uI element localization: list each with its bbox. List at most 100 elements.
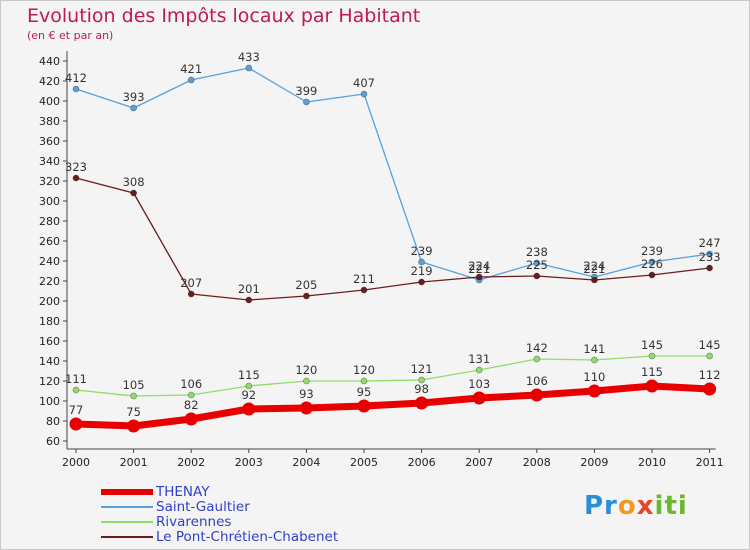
data-point [706,264,713,272]
data-label: 112 [699,368,721,382]
y-tick-label: 320 [39,175,60,188]
x-tick-label: 2008 [523,456,551,469]
series-line [72,382,714,430]
data-label: 75 [126,405,141,419]
x-tick-label: 2005 [350,456,378,469]
data-label: 77 [69,403,84,417]
data-label: 98 [414,382,429,396]
data-point [533,272,541,280]
data-point [242,402,256,416]
x-tick-label: 2007 [465,456,493,469]
data-label: 110 [583,370,605,384]
y-tick-label: 140 [39,355,60,368]
data-label: 106 [180,377,202,391]
data-label: 211 [353,272,375,286]
data-point [360,90,368,98]
y-tick-label: 400 [39,95,60,108]
data-label: 219 [411,264,433,278]
x-tick-label: 2004 [292,456,320,469]
data-label: 201 [238,282,260,296]
data-point [418,278,426,286]
data-label: 131 [468,352,490,366]
data-point [130,104,138,112]
data-point [530,388,544,402]
series-line [75,355,711,397]
y-tick-label: 80 [46,415,60,428]
data-label: 233 [699,250,721,264]
data-label: 115 [238,368,260,382]
data-label: 226 [641,257,663,271]
data-label: 141 [583,342,605,356]
data-point [72,174,80,182]
x-tick-label: 2009 [580,456,608,469]
y-tick-label: 420 [39,75,60,88]
data-label: 407 [353,76,375,90]
legend-item: Saint-Gaultier [101,500,421,515]
data-label: 95 [357,385,372,399]
chart-subtitle: (en € et par an) [27,29,114,42]
data-label: 121 [411,362,433,376]
x-tick-label: 2002 [177,456,205,469]
chart-title: Evolution des Impôts locaux par Habitant [27,5,421,27]
data-label: 224 [583,259,605,273]
data-point [706,250,713,258]
x-tick-label: 2003 [235,456,263,469]
data-point [302,292,310,300]
legend-swatch [101,489,153,495]
data-point [130,392,138,400]
y-tick-label: 220 [39,275,60,288]
legend-swatch [101,521,153,523]
data-point [69,417,83,431]
data-point [184,412,198,426]
data-label: 82 [184,398,199,412]
data-point [302,377,310,385]
data-label: 105 [123,378,145,392]
y-tick-label: 280 [39,215,60,228]
data-label: 111 [65,372,87,386]
y-tick-label: 440 [39,55,60,68]
data-point [587,384,601,398]
data-point [472,391,486,405]
y-tick-label: 120 [39,375,60,388]
data-label: 221 [468,262,490,276]
data-point [245,382,253,390]
data-label: 205 [295,278,317,292]
legend-item: THENAY [101,485,421,500]
legend: THENAY Saint-Gaultier Rivarennes Le Pont-Ch… [101,485,421,545]
data-point [187,290,195,298]
data-point [648,352,656,360]
data-label: 323 [65,160,87,174]
y-tick-label: 100 [39,395,60,408]
data-label: 103 [468,377,490,391]
x-tick-label: 2000 [62,456,90,469]
data-label: 207 [180,276,202,290]
y-tick-label: 300 [39,195,60,208]
data-label: 221 [583,262,605,276]
y-tick-label: 200 [39,295,60,308]
data-label: 247 [699,236,721,250]
data-point [475,273,483,281]
data-point [245,296,253,304]
data-label: 115 [641,365,663,379]
y-tick-label: 160 [39,335,60,348]
legend-swatch [101,536,153,538]
legend-item: Le Pont-Chrétien-Chabenet [101,530,421,545]
data-point [591,356,598,364]
data-label: 120 [353,363,375,377]
data-point [648,271,656,279]
data-point [360,286,368,294]
data-point [360,377,368,385]
data-label: 238 [526,245,548,259]
data-label: 92 [241,388,256,402]
data-label: 393 [123,90,145,104]
data-label: 433 [238,50,260,64]
data-point [645,379,659,393]
data-label: 120 [295,363,317,377]
data-label: 142 [526,341,548,355]
y-tick-label: 380 [39,115,60,128]
data-point [703,382,717,396]
data-point [415,396,429,410]
data-label: 106 [526,374,548,388]
